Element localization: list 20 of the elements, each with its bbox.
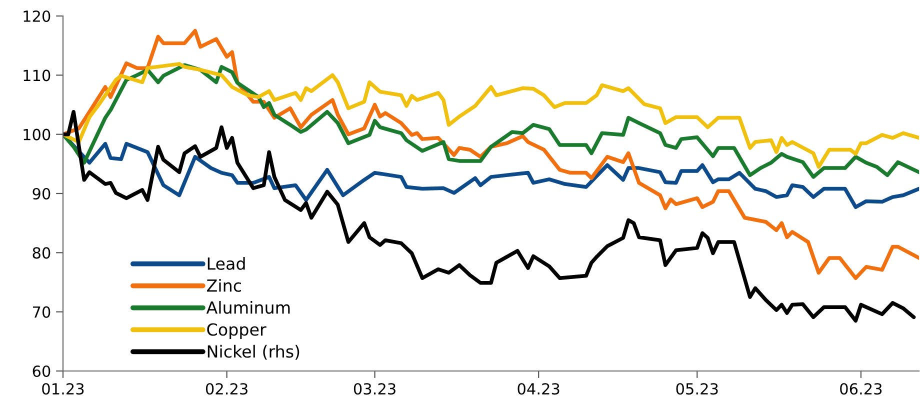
x-tick-label: 03.23: [354, 383, 396, 395]
legend-label: Zinc: [207, 278, 241, 292]
x-tick-label: 05.23: [676, 383, 718, 395]
y-tick-label: 100: [24, 128, 50, 140]
x-tick-label: 02.23: [206, 383, 248, 395]
y-tick-label: 80: [32, 247, 50, 259]
y-tick-label: 70: [33, 306, 50, 318]
y-tick-label: 90: [32, 188, 50, 200]
legend-label: Nickel (rhs): [208, 344, 300, 360]
line-series: [63, 110, 916, 323]
x-tick-label: 04.23: [518, 383, 560, 395]
x-tick-label: 01.23: [42, 383, 84, 395]
y-tick-label: 110: [24, 70, 50, 82]
legend-label: Aluminum: [206, 300, 290, 314]
line-series: [63, 28, 920, 280]
legend-label: Copper: [207, 323, 266, 340]
y-tick-label: 120: [24, 10, 50, 22]
legend-label: Lead: [208, 257, 245, 270]
y-tick-label: 60: [32, 365, 50, 378]
x-tick-label: 06.23: [840, 383, 882, 395]
